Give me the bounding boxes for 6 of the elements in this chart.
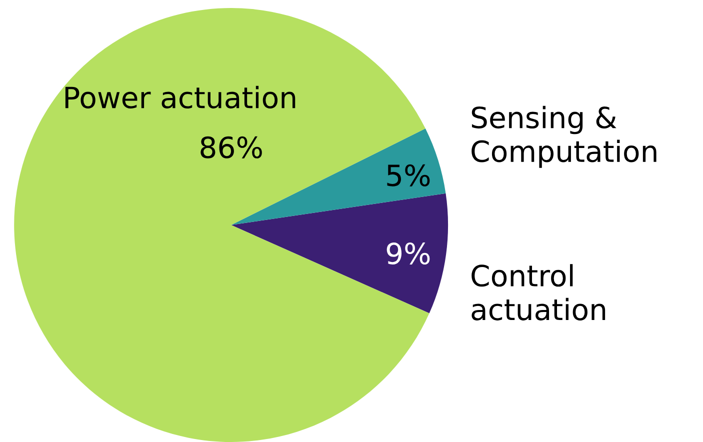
slice-label: Control actuation xyxy=(472,264,606,320)
slice-label: Sensing & Computation xyxy=(472,106,656,168)
slice-label: Power actuation xyxy=(65,86,296,108)
data-label: 86% xyxy=(200,136,262,158)
data-label: 9% xyxy=(386,242,430,265)
data-label: 5% xyxy=(387,164,430,186)
